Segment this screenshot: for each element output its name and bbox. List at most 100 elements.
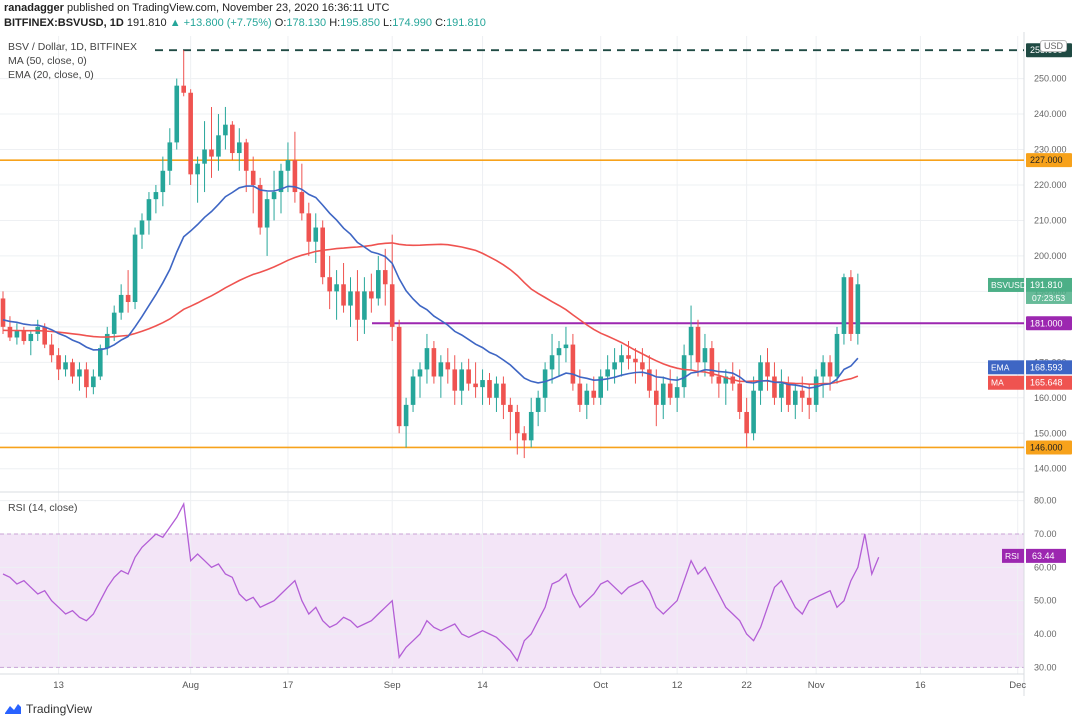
ma-badge-value-bg [1026, 375, 1072, 390]
candle-body [563, 344, 569, 349]
candle-body [806, 397, 812, 405]
candle-body [362, 291, 367, 320]
candle-body [459, 369, 464, 391]
candle-body [264, 199, 270, 228]
candle-body [257, 184, 263, 228]
candle-body [91, 376, 96, 388]
candle-body [612, 362, 617, 370]
legend-ma[interactable]: MA (50, close, 0) [8, 55, 87, 67]
time-tick-22: 22 [741, 680, 752, 691]
footer-brand[interactable]: TradingView [4, 702, 92, 716]
time-tick-16: 16 [915, 680, 926, 691]
ma-badge-value: 165.648 [1030, 378, 1063, 388]
candle-body [535, 397, 541, 412]
rsi-tick-label: 60.00 [1034, 562, 1057, 572]
price-tick-label: 150.000 [1034, 428, 1067, 438]
candle-body [230, 124, 235, 154]
candle-body [688, 326, 694, 356]
candle-body [598, 376, 603, 398]
candle-body [285, 160, 291, 171]
legend-rsi[interactable]: RSI (14, close) [8, 502, 78, 514]
time-tick-Aug: Aug [182, 680, 199, 691]
bsvusd-badge-value-bg [1026, 277, 1072, 292]
candle-body [299, 192, 305, 214]
candle-body [292, 160, 298, 193]
time-tick-Dec: Dec [1009, 680, 1026, 691]
candle-body [431, 348, 437, 377]
level-badge-181.000-bg [1026, 316, 1072, 331]
chart-canvas[interactable]: 140.000150.000160.000170.000180.000190.0… [0, 32, 1080, 700]
candle-body [674, 387, 680, 398]
candle-body [216, 135, 221, 157]
symbol-name: BITFINEX:BSVUSD, 1D [4, 17, 124, 29]
ema20-line [2, 185, 859, 389]
bsvusd-badge-name: BSVUSD [991, 280, 1026, 290]
candle-body [667, 383, 673, 398]
legend-title: BSV / Dollar, 1D, BITFINEX [8, 41, 137, 53]
candle-body [528, 411, 534, 441]
candle-body [98, 348, 103, 377]
candle-body [515, 411, 520, 434]
candle-body [501, 383, 506, 405]
rsi-badge-name: RSI [1005, 551, 1019, 561]
price-tick-label: 230.000 [1034, 145, 1067, 155]
candle-body [480, 380, 485, 388]
time-tick-17: 17 [283, 680, 294, 691]
price-tick-label: 220.000 [1034, 180, 1067, 190]
candle-body [834, 333, 840, 377]
candle-body [7, 326, 13, 338]
time-tick-Sep: Sep [384, 680, 401, 691]
legend-ema[interactable]: EMA (20, close, 0) [8, 69, 94, 81]
candle-body [716, 376, 722, 384]
candle-body [813, 376, 819, 405]
rsi-tick-label: 30.00 [1034, 662, 1057, 672]
ma-badge-name: MA [991, 378, 1004, 388]
rsi-badge-value-bg [1026, 548, 1066, 563]
candle-body [660, 383, 666, 405]
candle-body [654, 390, 659, 405]
price-tick-label: 240.000 [1034, 109, 1067, 119]
candle-body [799, 390, 805, 398]
candle-body [111, 312, 117, 334]
rsi-tick-label: 80.00 [1034, 496, 1057, 506]
candle-body [521, 433, 527, 441]
candle-body [14, 330, 20, 338]
ohlc-low-label: L: [383, 17, 393, 29]
level-badge-227.000: 227.000 [1030, 155, 1063, 165]
candle-body [605, 369, 610, 377]
candle-body [445, 362, 451, 370]
publisher-name[interactable]: ranadagger [4, 2, 64, 14]
candle-body [174, 85, 180, 143]
rsi-badge-value: 63.44 [1032, 551, 1055, 561]
currency-button[interactable]: USD [1040, 40, 1068, 52]
candle-body [793, 390, 798, 405]
candle-body [118, 294, 124, 313]
candle-body [508, 404, 513, 412]
ema-badge-value-bg [1026, 360, 1072, 375]
candle-body [820, 362, 826, 377]
candle-body [0, 298, 6, 327]
candle-body [341, 284, 346, 306]
candle-body [570, 344, 576, 384]
candle-body [313, 227, 319, 242]
candle-body [744, 411, 749, 434]
time-tick-14: 14 [477, 680, 488, 691]
rsi-tick-label: 40.00 [1034, 629, 1057, 639]
candle-body [389, 284, 395, 327]
candle-body [70, 362, 75, 377]
candle-body [855, 284, 861, 334]
candle-body [640, 362, 645, 370]
candle-body [250, 170, 256, 185]
candle-body [584, 390, 590, 405]
candle-body [695, 326, 701, 363]
time-tick-Nov: Nov [808, 680, 825, 691]
candle-body [209, 149, 214, 157]
time-tick-12: 12 [672, 680, 683, 691]
candle-body [396, 326, 402, 427]
candle-body [153, 192, 159, 200]
candle-body [772, 376, 777, 398]
ma50-line [2, 242, 859, 386]
symbol-line: BITFINEX:BSVUSD, 1D 191.810 ▲ +13.800 (+… [4, 17, 486, 29]
candle-body [591, 390, 597, 398]
candle-body [841, 277, 847, 334]
